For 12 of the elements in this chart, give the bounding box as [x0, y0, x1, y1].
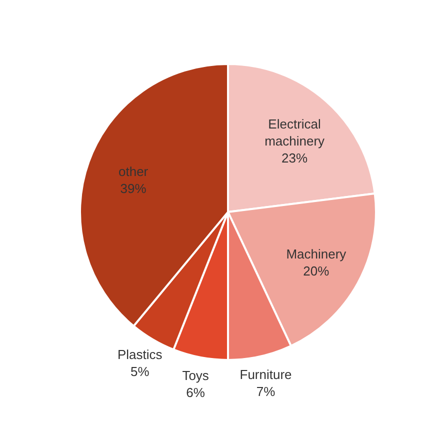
data-label: 7% — [256, 384, 276, 399]
data-label: 39% — [120, 180, 147, 196]
data-label: 20% — [303, 263, 330, 278]
data-label: 23% — [282, 150, 308, 166]
slice-label: Plastics — [117, 347, 163, 362]
slice-label: other — [118, 164, 149, 179]
slice-label: Furniture — [240, 366, 292, 382]
slice-label: Machinery — [286, 246, 347, 262]
slice-label: Electrical machinery — [264, 116, 326, 149]
data-label: 6% — [186, 385, 206, 400]
slice-label: Toys — [182, 368, 210, 384]
data-label: 5% — [130, 364, 150, 380]
